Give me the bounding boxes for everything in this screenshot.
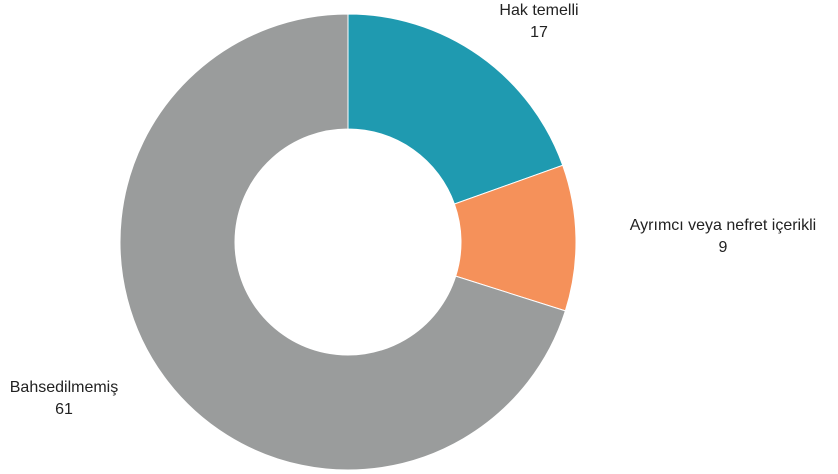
slice-label-hak-temelli: Hak temelli 17 — [491, 0, 587, 44]
slice-label-value: 17 — [530, 24, 548, 41]
slice-label-name: Bahsedilmemiş — [9, 379, 119, 396]
slice-label-value: 9 — [718, 239, 728, 256]
slice-label-value: 61 — [55, 401, 73, 418]
slice-label-ayrimci-veya-nefret-icerikli: Ayrımcı veya nefret içerikli 9 — [609, 215, 837, 259]
slice-label-name: Hak temelli — [499, 2, 579, 19]
donut-slice-hak-temelli — [347, 13, 564, 205]
donut-slice-bahsedilmemis — [119, 13, 566, 471]
slice-label-bahsedilmemis: Bahsedilmemiş 61 — [0, 377, 128, 421]
slice-label-name: Ayrımcı veya nefret içerikli — [629, 217, 817, 234]
